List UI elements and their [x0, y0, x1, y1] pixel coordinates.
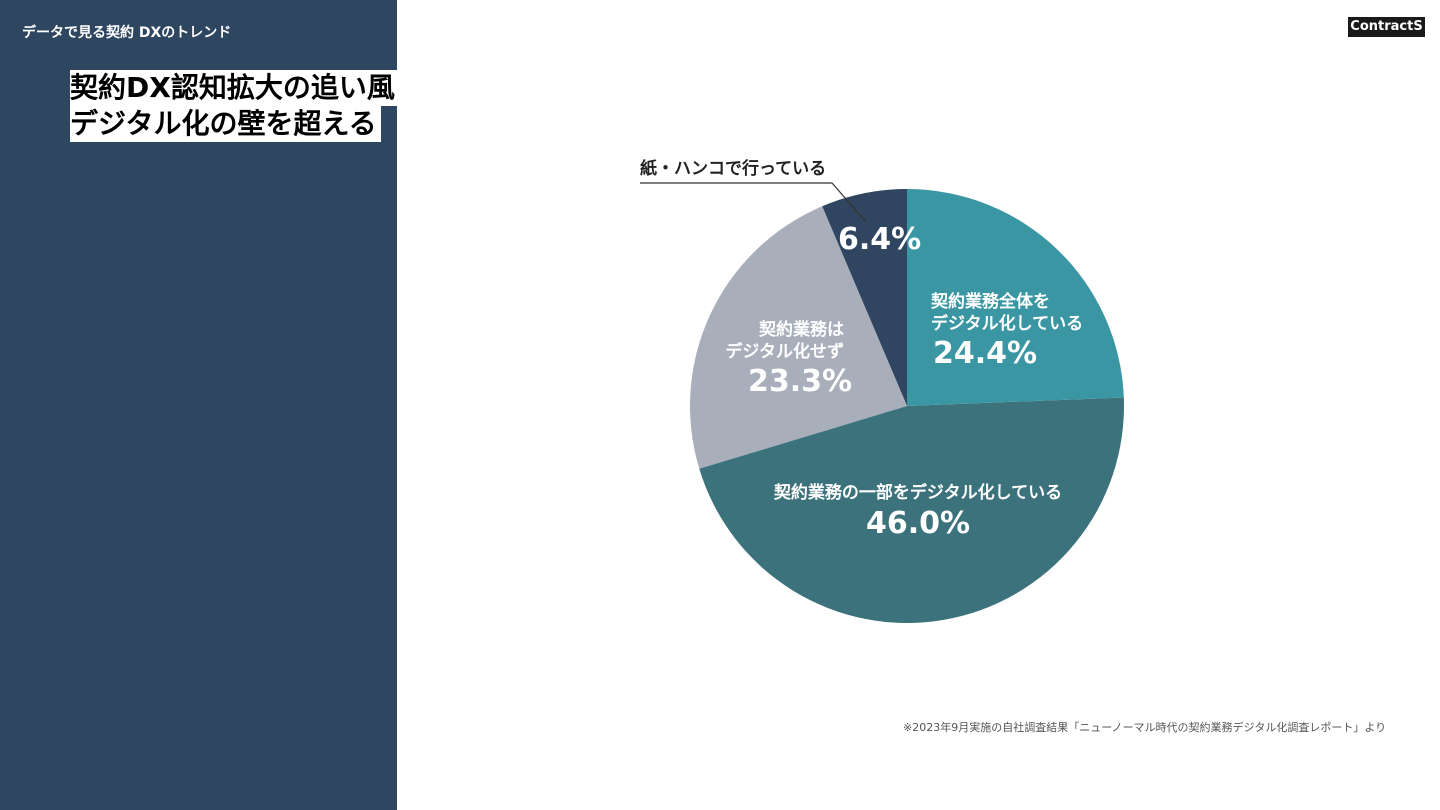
slice-label: 契約業務全体を デジタル化している	[931, 292, 1084, 334]
pie-slice	[699, 397, 1124, 624]
logo: ContractS	[1348, 17, 1425, 37]
leader-line	[640, 182, 867, 223]
pie-slice	[690, 206, 907, 469]
slice-label: 紙・ハンコで行っている	[640, 159, 827, 179]
title-line: 契約DX認知拡大の追い風	[70, 70, 399, 106]
slice-label: 契約業務は デジタル化せず	[725, 320, 844, 362]
slice-label: 契約業務の一部をデジタル化している	[773, 483, 1063, 503]
value-label: 24.4%	[933, 336, 1038, 371]
pie-slice	[907, 189, 1124, 406]
value-label: 23.3%	[748, 364, 853, 399]
section-label: データで見る契約 DXのトレンド	[22, 25, 232, 41]
pie-slice	[822, 189, 907, 406]
title-line: デジタル化の壁を超える	[70, 106, 381, 142]
footnote: ※2023年9月実施の自社調査結果「ニューノーマル時代の契約業務デジタル化調査レ…	[903, 721, 1387, 734]
value-label: 6.4%	[838, 222, 922, 257]
value-label: 46.0%	[865, 506, 971, 541]
